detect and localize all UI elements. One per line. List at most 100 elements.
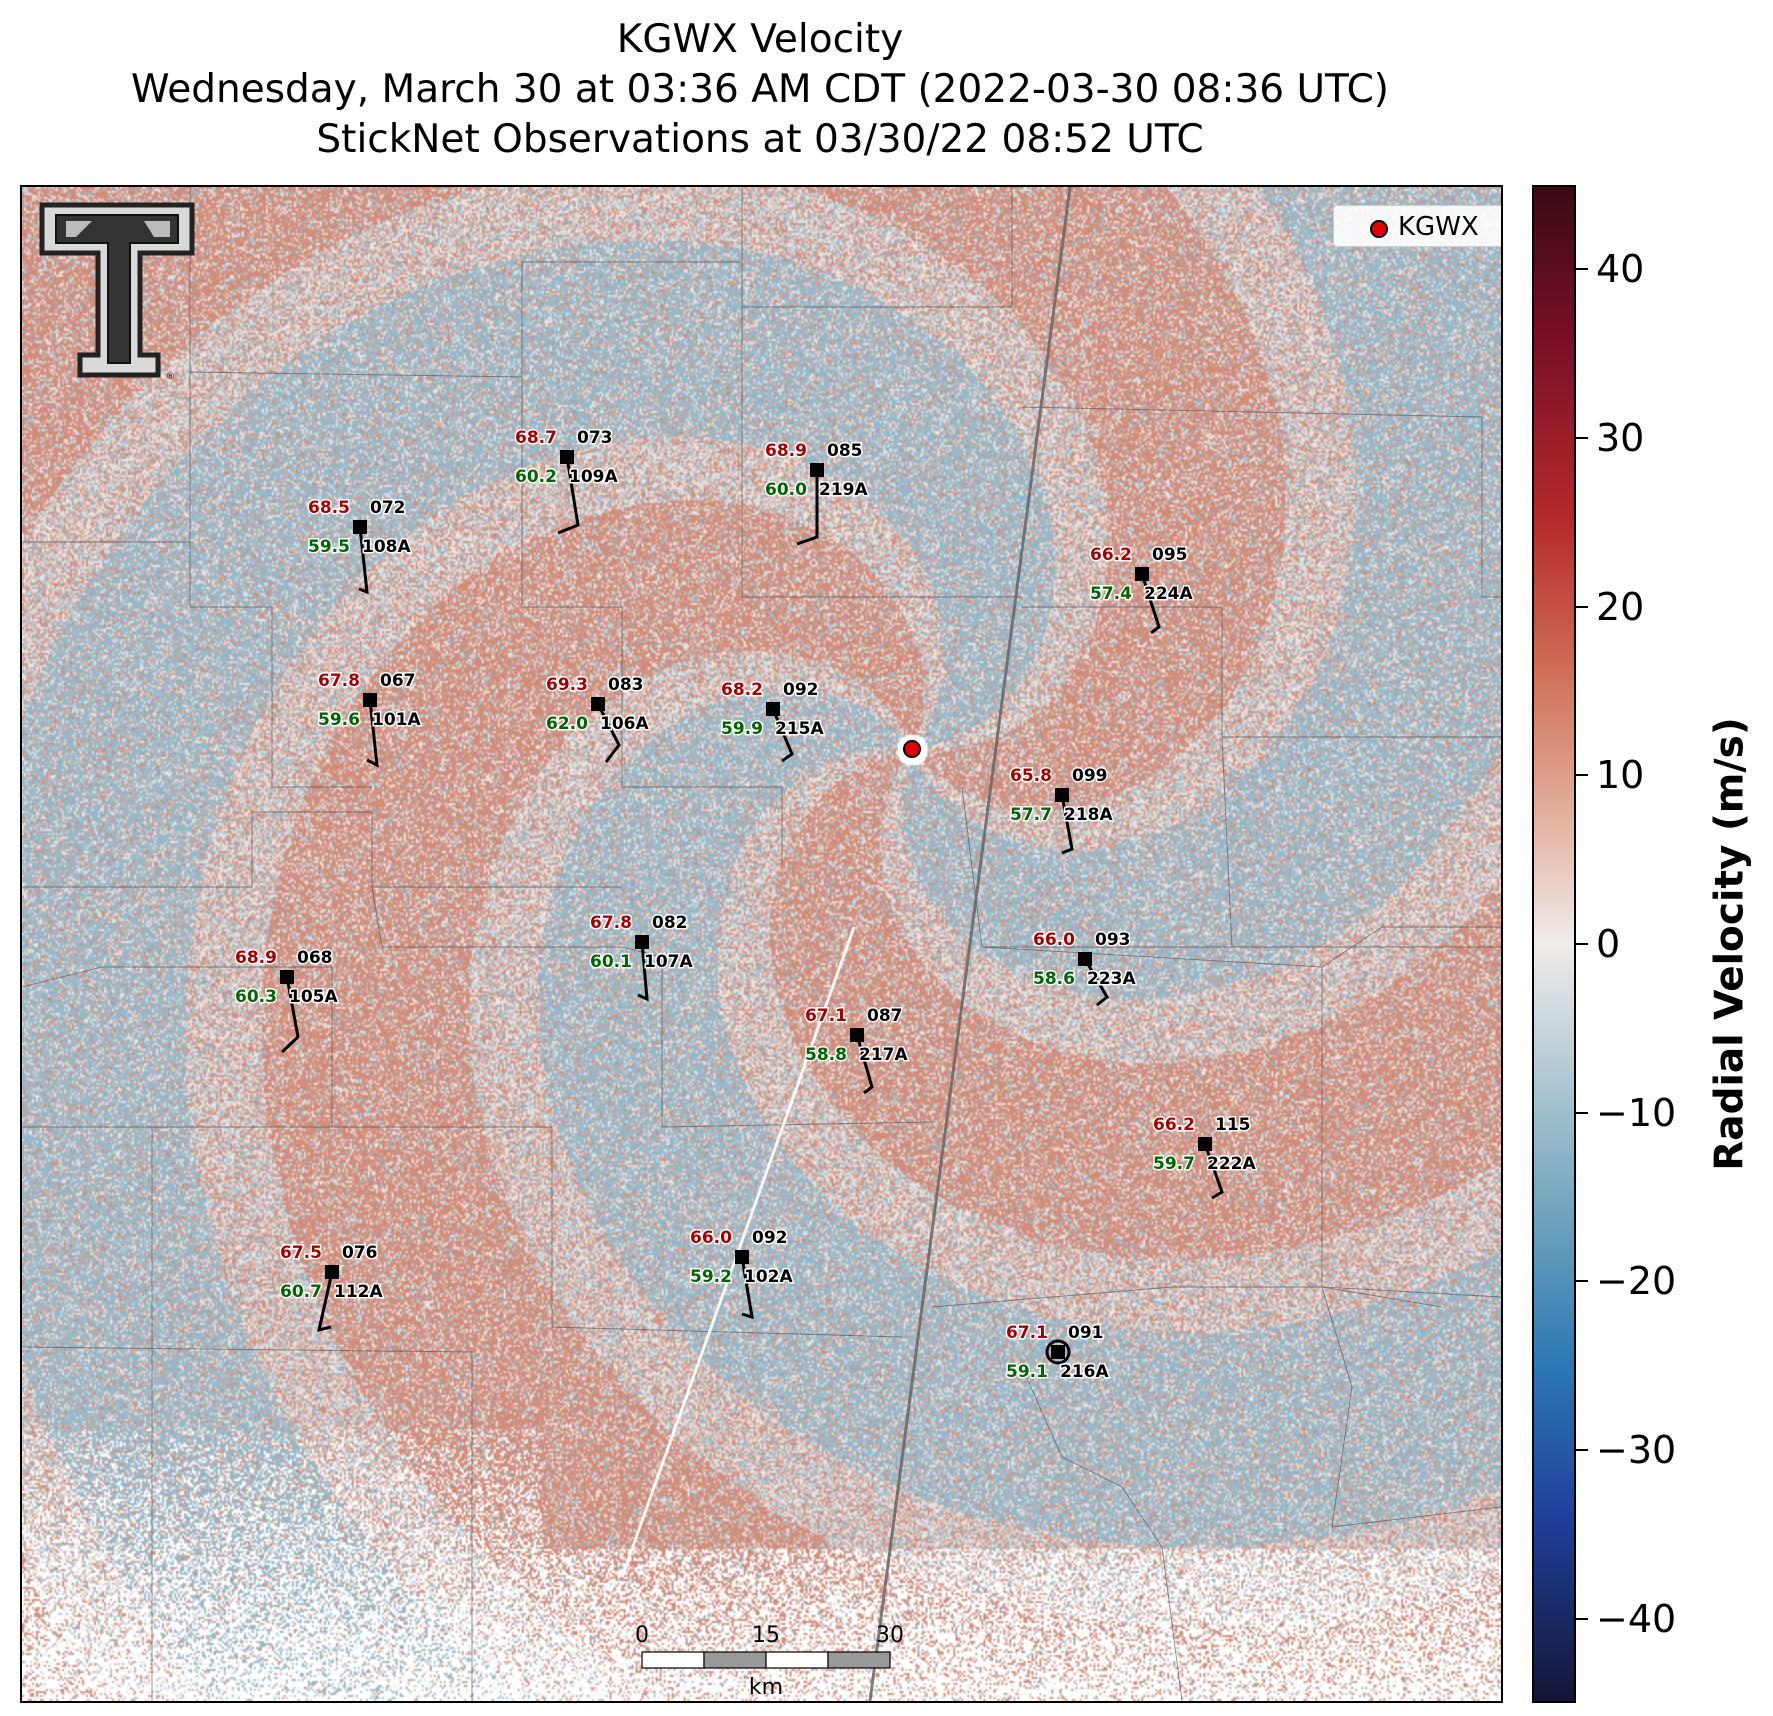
wind-barb bbox=[771, 708, 794, 763]
colorbar-tick-label: −40 bbox=[1596, 1596, 1677, 1641]
station-108A[interactable]: 68.5 072 59.5 108A bbox=[307, 497, 413, 595]
station-dewpoint: 59.6 bbox=[318, 710, 360, 730]
station-109A[interactable]: 68.7 073 60.2 109A bbox=[514, 427, 620, 535]
station-marker bbox=[810, 463, 824, 477]
station-id: 218A bbox=[1064, 805, 1113, 825]
wind-barb bbox=[358, 526, 369, 595]
station-id: 106A bbox=[600, 714, 649, 734]
wind-barb bbox=[796, 470, 819, 546]
station-dewpoint: 60.1 bbox=[590, 952, 632, 972]
colorbar-tick bbox=[1576, 1280, 1588, 1283]
station-216A[interactable]: 67.1 091 59.1 216A bbox=[1005, 1322, 1111, 1384]
station-marker bbox=[735, 1250, 749, 1264]
station-224A[interactable]: 66.2 095 57.4 224A bbox=[1089, 544, 1195, 635]
station-wind-direction: 099 bbox=[1072, 766, 1108, 786]
colorbar-tick-label: 30 bbox=[1596, 416, 1645, 460]
station-218A[interactable]: 65.8 099 57.7 218A bbox=[1009, 765, 1115, 855]
station-wind-direction: 087 bbox=[867, 1006, 903, 1026]
station-dewpoint: 57.4 bbox=[1090, 584, 1132, 604]
station-101A[interactable]: 67.8 067 59.6 101A bbox=[317, 670, 423, 768]
wind-barb bbox=[557, 456, 580, 535]
station-temperature: 67.8 bbox=[318, 671, 360, 691]
station-temperature: 67.1 bbox=[1006, 1323, 1048, 1343]
station-dewpoint: 59.1 bbox=[1006, 1362, 1048, 1382]
station-temperature: 67.5 bbox=[280, 1243, 322, 1263]
map-legend: KGWX bbox=[1333, 205, 1501, 247]
station-temperature: 68.9 bbox=[235, 948, 277, 968]
station-215A[interactable]: 68.2 092 59.9 215A bbox=[720, 679, 826, 763]
station-107A[interactable]: 67.8 082 60.1 107A bbox=[589, 912, 695, 1002]
map-subtitle-date: Wednesday, March 30 at 03:36 AM CDT (202… bbox=[130, 67, 1390, 112]
station-marker bbox=[591, 697, 605, 711]
station-223A[interactable]: 66.0 093 58.6 223A bbox=[1032, 929, 1138, 1007]
colorbar-tick bbox=[1576, 605, 1588, 608]
wind-barb bbox=[855, 1034, 874, 1095]
scale-bar: 0 15 30 km bbox=[635, 1623, 904, 1700]
station-id: 112A bbox=[334, 1282, 383, 1302]
station-temperature: 66.2 bbox=[1153, 1115, 1195, 1135]
radar-map[interactable]: ® 68.5 072 59.5 108A 68.7 073 60.2 109A 68.9 085 6… bbox=[20, 185, 1503, 1703]
station-marker bbox=[1198, 1137, 1212, 1151]
colorbar-tick-label: −30 bbox=[1596, 1428, 1677, 1472]
colorbar-tick bbox=[1576, 1617, 1588, 1620]
station-219A[interactable]: 68.9 085 60.0 219A bbox=[764, 440, 870, 546]
station-217A[interactable]: 67.1 087 58.8 217A bbox=[804, 1005, 910, 1095]
wind-barb bbox=[1140, 573, 1161, 635]
wind-barb bbox=[317, 1271, 334, 1333]
station-temperature: 68.7 bbox=[515, 428, 557, 448]
colorbar-tick bbox=[1576, 268, 1588, 271]
station-wind-direction: 068 bbox=[297, 948, 333, 968]
station-106A[interactable]: 69.3 083 62.0 106A bbox=[545, 674, 651, 763]
colorbar-tick-label: 10 bbox=[1596, 753, 1645, 798]
county-boundaries bbox=[22, 187, 1501, 1701]
colorbar-tick bbox=[1576, 437, 1588, 439]
station-wind-direction: 093 bbox=[1095, 930, 1131, 950]
station-dewpoint: 60.2 bbox=[515, 467, 557, 487]
station-105A[interactable]: 68.9 068 60.3 105A bbox=[234, 947, 340, 1054]
station-dewpoint: 58.6 bbox=[1033, 969, 1075, 989]
kgwx-radar-marker bbox=[903, 740, 921, 758]
radar-velocity-field bbox=[22, 187, 1501, 1701]
station-102A[interactable]: 66.0 092 59.2 102A bbox=[689, 1227, 795, 1320]
map-subtitle-obs: StickNet Observations at 03/30/22 08:52 … bbox=[316, 117, 1204, 162]
velocity-colorbar bbox=[1532, 185, 1576, 1703]
station-dewpoint: 62.0 bbox=[546, 714, 588, 734]
station-112A[interactable]: 67.5 076 60.7 112A bbox=[279, 1242, 385, 1333]
wind-barb bbox=[637, 941, 649, 1002]
station-id: 222A bbox=[1207, 1154, 1256, 1174]
station-wind-direction: 076 bbox=[342, 1243, 378, 1263]
station-id: 215A bbox=[775, 719, 824, 739]
svg-text:®: ® bbox=[166, 372, 175, 382]
legend-label: KGWX bbox=[1398, 212, 1479, 242]
station-wind-direction: 092 bbox=[752, 1228, 788, 1248]
station-wind-direction: 072 bbox=[370, 498, 406, 518]
calm-wind-circle bbox=[1045, 1339, 1071, 1365]
station-dewpoint: 57.7 bbox=[1010, 805, 1052, 825]
station-id: 101A bbox=[372, 710, 421, 730]
station-temperature: 68.9 bbox=[765, 441, 807, 461]
station-dewpoint: 59.9 bbox=[721, 719, 763, 739]
station-dewpoint: 60.7 bbox=[280, 1282, 322, 1302]
scale-label-30: 30 bbox=[876, 1623, 904, 1648]
station-temperature: 66.0 bbox=[690, 1228, 732, 1248]
wind-barb bbox=[740, 1256, 754, 1320]
station-temperature: 67.1 bbox=[805, 1006, 847, 1026]
station-wind-direction: 083 bbox=[608, 675, 644, 695]
station-dewpoint: 59.2 bbox=[690, 1267, 732, 1287]
colorbar-tick-label: 40 bbox=[1596, 247, 1645, 292]
station-id: 217A bbox=[859, 1045, 908, 1065]
wind-barb bbox=[366, 699, 379, 768]
station-id: 105A bbox=[289, 987, 338, 1007]
station-222A[interactable]: 66.2 115 59.7 222A bbox=[1152, 1114, 1258, 1200]
colorbar-tick-label: 20 bbox=[1596, 584, 1645, 629]
station-temperature: 65.8 bbox=[1010, 766, 1052, 786]
station-id: 109A bbox=[569, 467, 618, 487]
station-marker bbox=[635, 935, 649, 949]
station-marker bbox=[325, 1265, 339, 1279]
sticknet-stations: 68.5 072 59.5 108A 68.7 073 60.2 109A 68.9 085 60.… bbox=[234, 427, 1258, 1384]
station-wind-direction: 073 bbox=[577, 428, 613, 448]
station-temperature: 66.2 bbox=[1090, 545, 1132, 565]
station-wind-direction: 115 bbox=[1215, 1115, 1251, 1135]
station-id: 102A bbox=[744, 1267, 793, 1287]
scale-label-15: 15 bbox=[752, 1623, 780, 1648]
